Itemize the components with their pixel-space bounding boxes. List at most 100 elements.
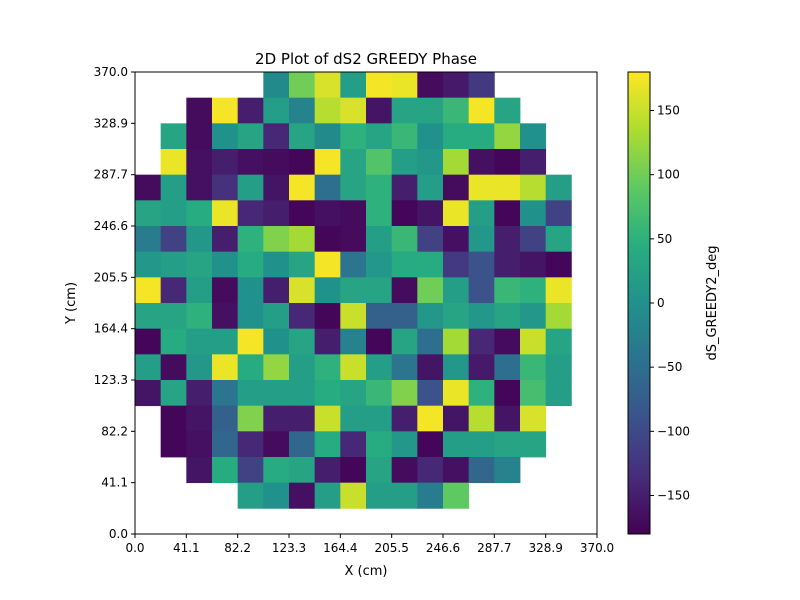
x-tick-label: 328.9 <box>528 541 562 555</box>
heatmap-cell <box>289 380 316 407</box>
heatmap-cell <box>468 405 495 432</box>
heatmap-cell <box>186 380 213 407</box>
heatmap-cell <box>263 482 290 509</box>
heatmap-cell <box>237 277 264 304</box>
heatmap-cell <box>212 354 239 381</box>
heatmap-cell <box>417 328 444 355</box>
heatmap-cell <box>443 123 470 150</box>
heatmap-cell <box>443 303 470 330</box>
heatmap-cell <box>186 174 213 201</box>
heatmap-cell <box>417 149 444 176</box>
heatmap-cell <box>314 405 341 432</box>
heatmap-cell <box>391 226 418 253</box>
y-tick-label: 82.2 <box>101 424 128 438</box>
heatmap-cell <box>545 174 572 201</box>
heatmap-cell <box>366 277 393 304</box>
heatmap-cell <box>212 277 239 304</box>
heatmap-cell <box>135 328 162 355</box>
colorbar-tick-label: −150 <box>657 489 690 503</box>
heatmap-cell <box>135 174 162 201</box>
heatmap-cell <box>545 354 572 381</box>
heatmap-cell <box>417 354 444 381</box>
heatmap-cell <box>366 251 393 278</box>
heatmap-cell <box>443 226 470 253</box>
heatmap-cell <box>391 97 418 124</box>
heatmap-cell <box>314 431 341 458</box>
heatmap-cell <box>314 277 341 304</box>
heatmap-cell <box>237 97 264 124</box>
heatmap-cell <box>366 482 393 509</box>
heatmap-cell <box>366 354 393 381</box>
heatmap-cell <box>340 226 367 253</box>
heatmap-cell <box>468 457 495 484</box>
heatmap-cell <box>289 97 316 124</box>
heatmap-cell <box>520 149 547 176</box>
heatmap-cell <box>186 303 213 330</box>
heatmap-cell <box>545 303 572 330</box>
heatmap-cell <box>443 457 470 484</box>
heatmap-cell <box>520 303 547 330</box>
x-tick-label: 287.7 <box>477 541 511 555</box>
heatmap-cell <box>340 457 367 484</box>
heatmap-cell <box>237 200 264 227</box>
heatmap-cell <box>417 226 444 253</box>
heatmap-cell <box>314 482 341 509</box>
heatmap-cell <box>289 149 316 176</box>
y-tick-label: 246.6 <box>94 219 128 233</box>
heatmap-cell <box>160 277 187 304</box>
heatmap-cell <box>263 431 290 458</box>
heatmap-cell <box>186 354 213 381</box>
colorbar <box>627 71 651 535</box>
x-tick-label: 164.4 <box>323 541 357 555</box>
heatmap-cell <box>160 328 187 355</box>
heatmap-cell <box>289 482 316 509</box>
heatmap-cell <box>237 457 264 484</box>
heatmap-cell <box>417 431 444 458</box>
heatmap-cell <box>135 200 162 227</box>
heatmap-cell <box>340 328 367 355</box>
heatmap-cell <box>186 277 213 304</box>
heatmap-cell <box>314 149 341 176</box>
heatmap-cell <box>340 72 367 99</box>
heatmap-cell <box>186 328 213 355</box>
heatmap-cell <box>391 457 418 484</box>
heatmap-cell <box>520 354 547 381</box>
heatmap-cell <box>289 328 316 355</box>
heatmap-cell <box>186 405 213 432</box>
heatmap-cell <box>314 328 341 355</box>
heatmap-cell <box>391 251 418 278</box>
heatmap-cell <box>520 251 547 278</box>
heatmap-cell <box>314 226 341 253</box>
heatmap-cell <box>340 303 367 330</box>
heatmap-cell <box>289 72 316 99</box>
heatmap-cell <box>468 174 495 201</box>
heatmap-cell <box>212 251 239 278</box>
heatmap-cell <box>520 405 547 432</box>
heatmap-cell <box>520 431 547 458</box>
heatmap-cell <box>263 123 290 150</box>
heatmap-cell <box>340 277 367 304</box>
heatmap-cells <box>135 72 572 509</box>
heatmap-cell <box>212 405 239 432</box>
heatmap-cell <box>417 200 444 227</box>
heatmap-cell <box>314 72 341 99</box>
heatmap-cell <box>520 226 547 253</box>
heatmap-cell <box>340 149 367 176</box>
heatmap-cell <box>237 149 264 176</box>
heatmap-cell <box>494 174 521 201</box>
colorbar-ticks: 150 100 50 0 −50 −100 −150 <box>650 104 690 503</box>
heatmap-cell <box>212 303 239 330</box>
heatmap-cell <box>263 149 290 176</box>
heatmap-cell <box>366 226 393 253</box>
heatmap-cell <box>391 380 418 407</box>
heatmap-cell <box>340 380 367 407</box>
heatmap-cell <box>391 123 418 150</box>
heatmap-cell <box>340 123 367 150</box>
heatmap-cell <box>468 123 495 150</box>
heatmap-cell <box>289 200 316 227</box>
heatmap-cell <box>135 380 162 407</box>
heatmap-cell <box>520 123 547 150</box>
heatmap-cell <box>366 149 393 176</box>
y-tick-label: 328.9 <box>94 116 128 130</box>
